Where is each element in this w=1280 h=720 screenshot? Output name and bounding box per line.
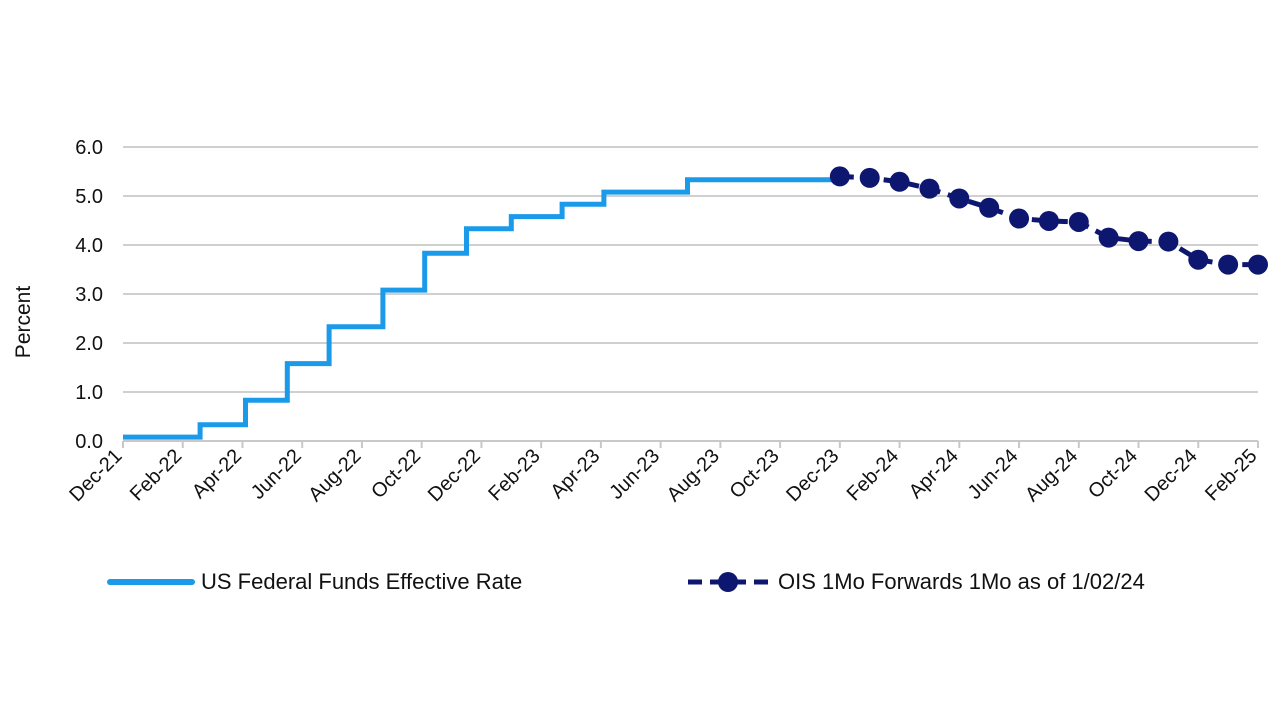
x-tick-label: Feb-24 (843, 445, 903, 505)
y-tick-label: 1.0 (75, 382, 103, 404)
x-tick-label: Oct-22 (367, 445, 425, 503)
ois-marker (859, 167, 880, 188)
ois-marker (1218, 254, 1239, 275)
x-tick-label: Aug-22 (304, 445, 365, 506)
y-tick-label: 6.0 (75, 137, 103, 159)
ois-marker (1009, 208, 1030, 229)
legend: US Federal Funds Effective Rate OIS 1Mo … (107, 569, 1145, 594)
ois-marker (1158, 231, 1179, 252)
ois-marker (1128, 231, 1149, 252)
x-tick-label: Dec-24 (1141, 445, 1202, 506)
y-tick-label: 2.0 (75, 333, 103, 355)
y-axis: 0.0 1.0 2.0 3.0 4.0 5.0 6.0 (75, 137, 103, 453)
ois-marker (829, 166, 850, 187)
x-tick-label: Dec-22 (424, 445, 485, 506)
legend-ois-marker (718, 572, 738, 592)
x-tick-label: Apr-22 (188, 445, 246, 503)
ois-marker (889, 171, 910, 192)
ois-dashed-line (839, 173, 1258, 268)
x-tick-label: Jun-22 (247, 445, 306, 504)
x-tick-label: Dec-21 (65, 445, 126, 506)
ois-marker (1098, 227, 1119, 248)
legend-ffr-label: US Federal Funds Effective Rate (201, 569, 522, 594)
gridlines (123, 146, 1258, 393)
x-tick-label: Jun-23 (605, 445, 664, 504)
x-tick-label: Jun-24 (964, 445, 1023, 504)
x-tick-label: Feb-22 (126, 445, 186, 505)
x-tick-label: Dec-23 (782, 445, 843, 506)
ois-marker (1188, 249, 1209, 270)
x-tick-label: Aug-23 (663, 445, 724, 506)
x-tick-label: Feb-25 (1201, 445, 1261, 505)
ois-marker (1068, 211, 1089, 232)
ois-marker (919, 178, 940, 199)
ois-marker (979, 197, 1000, 218)
x-tick-label: Aug-24 (1021, 445, 1082, 506)
y-tick-label: 3.0 (75, 284, 103, 306)
x-tick-label: Apr-23 (546, 445, 604, 503)
y-tick-label: 0.0 (75, 431, 103, 453)
x-tick-label: Apr-24 (905, 445, 963, 503)
y-tick-label: 4.0 (75, 235, 103, 257)
x-tick-label: Oct-24 (1084, 445, 1142, 503)
y-tick-label: 5.0 (75, 186, 103, 208)
x-tick-label: Oct-23 (726, 445, 784, 503)
ois-marker (1038, 210, 1059, 231)
x-tick-label: Feb-23 (484, 445, 544, 505)
ffr-step-line (123, 177, 840, 440)
ois-marker (949, 188, 970, 209)
y-axis-title: Percent (12, 286, 35, 359)
legend-ois-label: OIS 1Mo Forwards 1Mo as of 1/02/24 (778, 569, 1145, 594)
ois-marker (1248, 254, 1268, 275)
series (123, 166, 1268, 440)
